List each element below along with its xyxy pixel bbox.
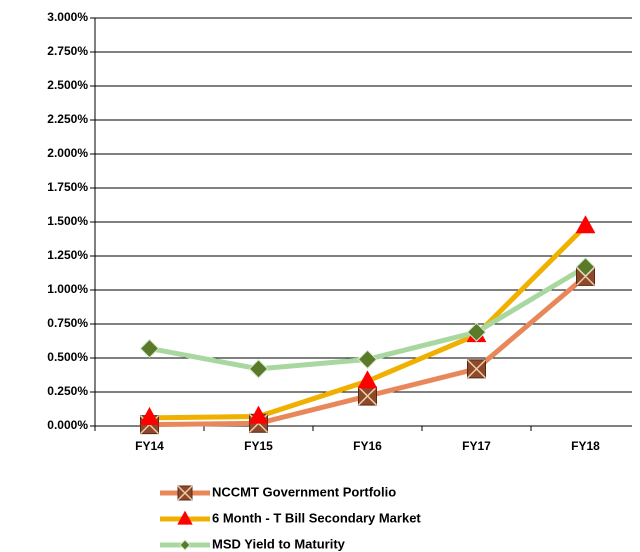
marker: [575, 215, 596, 234]
y-tick-label: 2.250%: [47, 112, 88, 126]
marker: [177, 485, 193, 501]
y-tick-label: 0.750%: [47, 316, 88, 330]
marker: [179, 539, 191, 551]
marker: [248, 359, 269, 379]
marker: [575, 257, 596, 277]
marker-cross: [177, 485, 193, 501]
marker: [139, 407, 160, 426]
legend-text: 6 Month - T Bill Secondary Market: [212, 510, 421, 525]
marker: [177, 510, 193, 525]
y-tick-label: 1.750%: [47, 180, 88, 194]
y-tick-label: 0.250%: [47, 384, 88, 398]
marker-cross: [466, 359, 487, 379]
x-tick-label: FY16: [353, 439, 382, 453]
y-tick-label: 2.750%: [47, 44, 88, 58]
x-tick-label: FY15: [244, 439, 273, 453]
y-tick-label: 3.000%: [47, 10, 88, 24]
marker: [357, 386, 378, 406]
x-tick-label: FY17: [462, 439, 491, 453]
marker-cross: [357, 386, 378, 406]
y-tick-label: 0.500%: [47, 350, 88, 364]
y-tick-label: 1.250%: [47, 248, 88, 262]
marker: [466, 359, 487, 379]
x-tick-label: FY14: [135, 439, 164, 453]
marker: [139, 338, 160, 359]
x-tick-label: FY18: [571, 439, 600, 453]
y-tick-label: 2.500%: [47, 78, 88, 92]
marker: [248, 405, 269, 424]
marker: [357, 370, 378, 389]
marker: [466, 322, 487, 342]
y-tick-label: 1.000%: [47, 282, 88, 296]
y-tick-label: 1.500%: [47, 214, 88, 228]
y-tick-label: 0.000%: [47, 418, 88, 432]
legend-text: NCCMT Government Portfolio: [212, 484, 396, 499]
y-tick-label: 2.000%: [47, 146, 88, 160]
legend-text: MSD Yield to Maturity: [212, 536, 346, 551]
marker: [357, 349, 378, 370]
